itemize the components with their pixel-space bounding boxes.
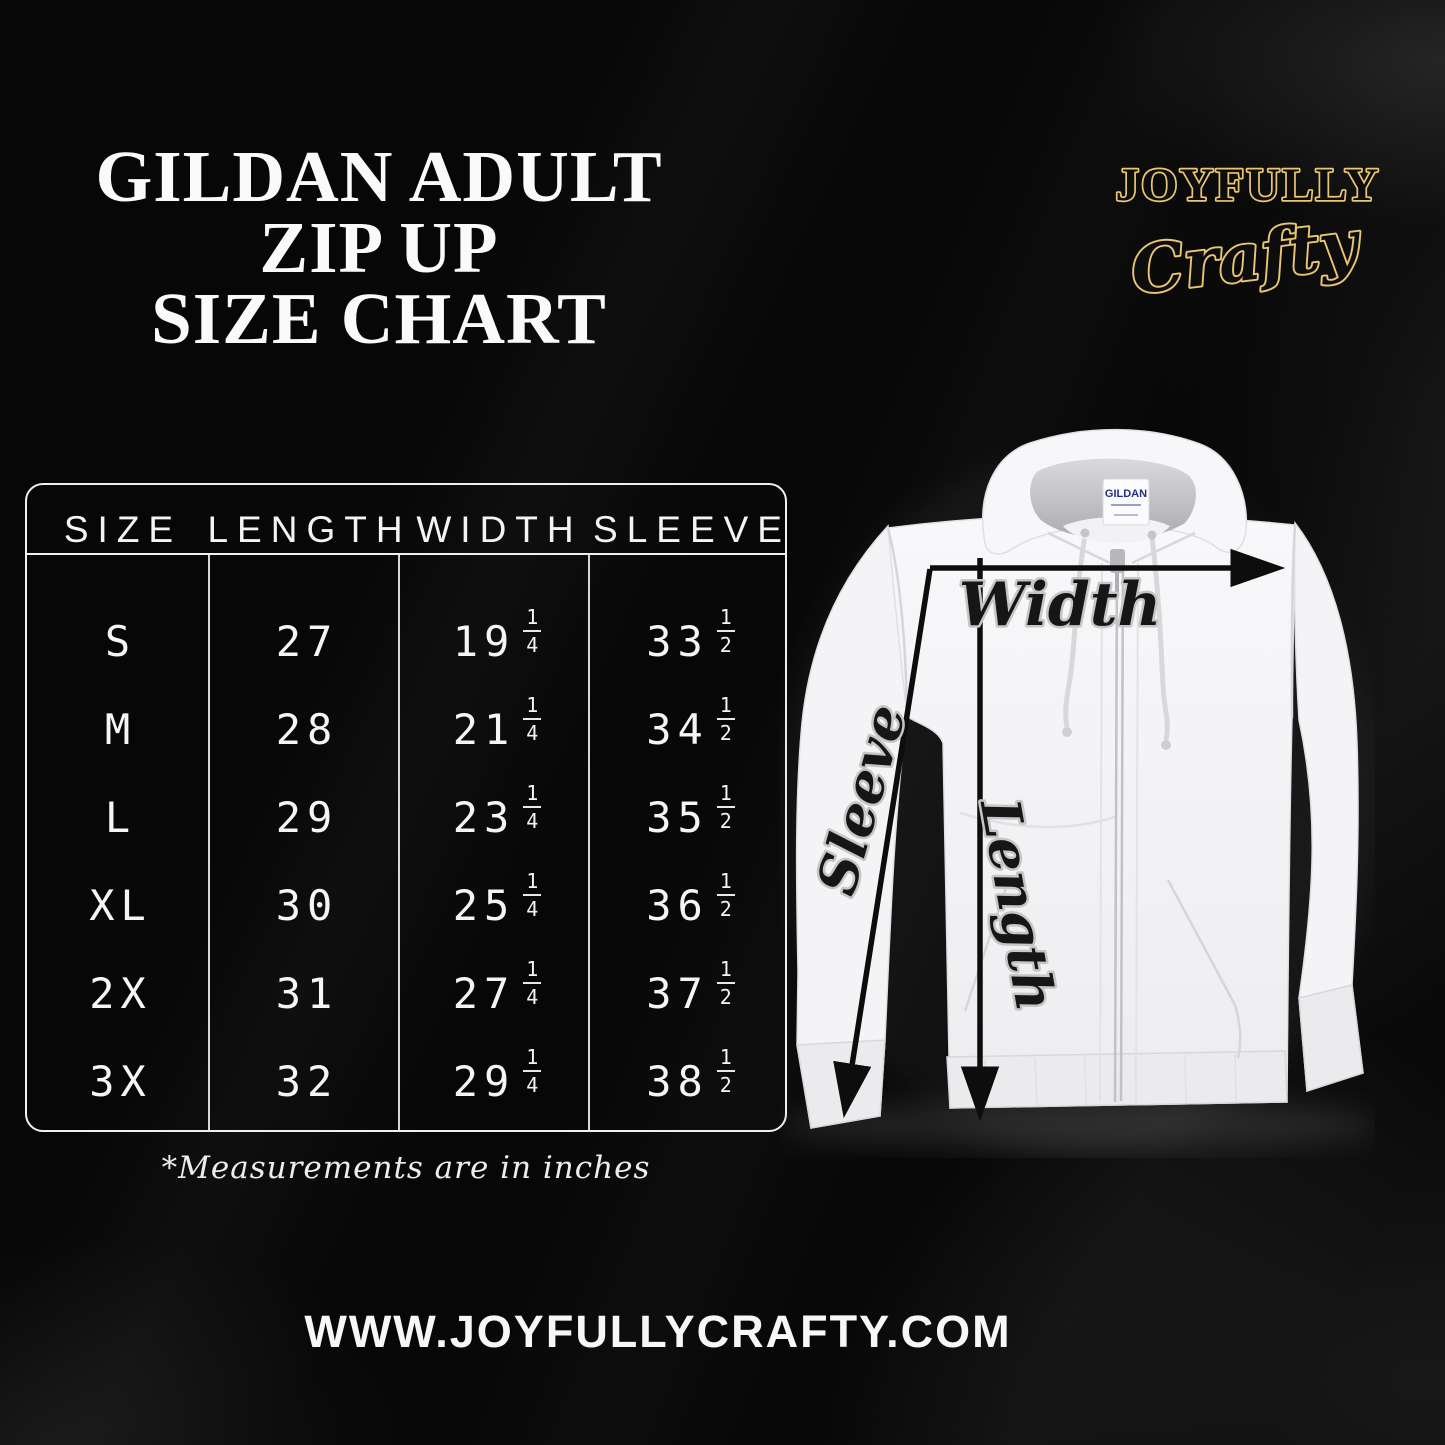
joyfully-crafty-logo: JOYFULLY Crafty <box>1114 157 1381 311</box>
header-sleeve: SLEEVE <box>593 509 791 550</box>
sleeve-whole: 38 <box>646 1056 709 1106</box>
drawstring-end-right <box>1161 740 1171 750</box>
page-title: GILDAN ADULT ZIP UP SIZE CHART <box>48 136 710 359</box>
sleeve-cell: 34 1 2 <box>590 685 785 773</box>
size-cell: M <box>104 704 137 754</box>
sleeve-whole: 36 <box>646 880 709 930</box>
size-cell: S <box>104 616 137 666</box>
right-cuff <box>1298 984 1364 1093</box>
sleeve-whole: 33 <box>646 616 709 666</box>
width-cell: 21 1 4 <box>400 685 588 773</box>
collar-seams <box>1047 531 1196 565</box>
width-label: Width <box>959 570 1161 640</box>
sleeve-cell: 35 1 2 <box>590 773 785 861</box>
width-whole: 23 <box>452 792 516 842</box>
logo-word-bottom: Crafty <box>1127 204 1367 310</box>
width-cell: 25 1 4 <box>400 861 588 949</box>
sleeve-cell: 38 1 2 <box>590 1037 785 1125</box>
measurement-arrows <box>833 548 1286 1122</box>
column-sleeve: 33 1 2 34 1 2 35 1 2 36 1 2 37 1 2 38 1 2 <box>590 555 785 1130</box>
length-cell: 30 <box>275 880 339 930</box>
column-size: S M L XL 2X 3X <box>27 555 210 1130</box>
width-cell: 29 1 4 <box>400 1037 588 1125</box>
neck-tag-brand: GILDAN <box>1105 488 1147 500</box>
header-size: SIZE <box>63 509 183 550</box>
width-whole: 19 <box>452 616 516 666</box>
hoodie-waistband <box>946 1050 1288 1109</box>
size-cell: 2X <box>89 968 152 1018</box>
column-width: 19 1 4 21 1 4 23 1 4 25 1 4 27 1 4 29 1 4 <box>400 555 590 1130</box>
website-url: WWW.JOYFULLYCRAFTY.COM <box>304 1306 1012 1357</box>
sleeve-whole: 34 <box>646 704 709 754</box>
width-cell: 19 1 4 <box>400 597 588 685</box>
left-cuff <box>796 1039 886 1129</box>
sleeve-whole: 37 <box>646 968 709 1018</box>
length-cell: 27 <box>275 616 339 666</box>
sleeve-cell: 37 1 2 <box>590 949 785 1037</box>
size-table: SIZE LENGTH WIDTH SLEEVE S M L XL 2X 3X … <box>25 483 787 1132</box>
width-whole: 29 <box>452 1056 516 1106</box>
width-whole: 27 <box>452 968 516 1018</box>
width-whole: 25 <box>452 880 516 930</box>
sleeve-cell: 33 1 2 <box>590 597 785 685</box>
logo-word-top: JOYFULLY <box>1116 159 1381 211</box>
neck-tag: GILDAN <box>1102 478 1150 526</box>
title-line-3: SIZE CHART <box>151 277 607 359</box>
drawstrings <box>1063 534 1170 741</box>
size-table-body: S M L XL 2X 3X 27 28 29 30 31 32 19 1 4 21… <box>27 555 785 1130</box>
length-cell: 29 <box>275 792 339 842</box>
width-cell: 23 1 4 <box>400 773 588 861</box>
sleeve-cell: 36 1 2 <box>590 861 785 949</box>
size-table-header: SIZE LENGTH WIDTH SLEEVE <box>27 485 785 555</box>
sleeve-arrow <box>833 568 933 1119</box>
size-cell: XL <box>89 880 152 930</box>
size-cell: L <box>104 792 137 842</box>
width-cell: 27 1 4 <box>400 949 588 1037</box>
size-cell: 3X <box>89 1056 152 1106</box>
grommet-right <box>1147 530 1157 540</box>
header-length: LENGTH <box>207 509 412 550</box>
column-length: 27 28 29 30 31 32 <box>210 555 400 1130</box>
header-width: WIDTH <box>416 509 583 550</box>
measurements-note: *Measurements are in inches <box>161 1150 651 1186</box>
grommet-left <box>1080 528 1090 538</box>
drawstring-end-left <box>1062 727 1072 737</box>
sleeve-whole: 35 <box>646 792 709 842</box>
title-line-2: ZIP UP <box>259 206 499 288</box>
length-cell: 28 <box>275 704 339 754</box>
length-cell: 31 <box>275 968 339 1018</box>
length-cell: 32 <box>275 1056 339 1106</box>
title-line-1: GILDAN ADULT <box>95 136 663 217</box>
hoodie-measurement-diagram: GILDAN Width Length Sleeve <box>780 428 1375 1153</box>
hoodie-shadow <box>780 1099 1375 1151</box>
width-whole: 21 <box>452 704 516 754</box>
